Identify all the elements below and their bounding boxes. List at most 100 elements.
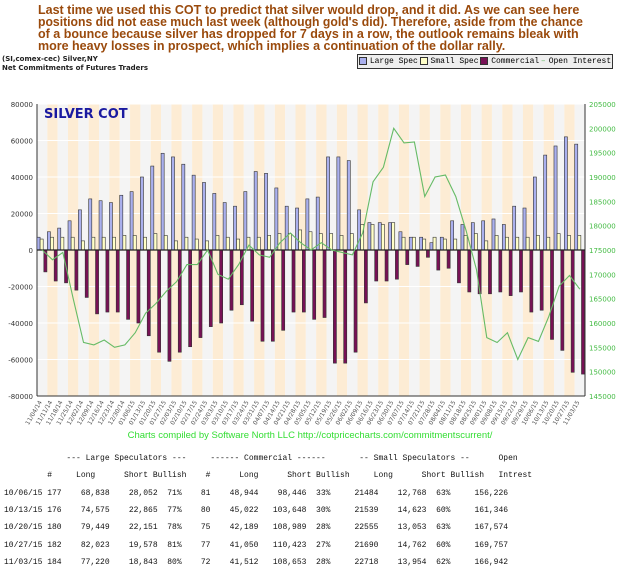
large-spec-bar [109,202,113,251]
commercial-bar [353,249,358,353]
y2-tick-label: 170000 [589,271,616,279]
large-spec-bar [522,207,527,251]
headline-line: Last time we used this COT to predict th… [38,3,580,17]
large-spec-bar [533,176,537,251]
large-spec-bar [191,174,196,251]
legend-large-spec: Large Spec [358,56,418,66]
large-spec-bar [119,194,124,251]
large-spec-bar [429,242,434,251]
commercial-bar [115,249,120,313]
small-spec-bar [267,235,271,251]
large-spec-bar [470,222,475,251]
small-spec-bar [70,236,75,251]
commercial-bar [436,249,441,271]
small-spec-bar [370,224,375,251]
chart-title: SILVER COT [44,107,128,122]
large-spec-bar [419,236,423,251]
y2-tick-label: 155000 [589,344,616,352]
large-spec-bar [501,224,506,251]
small-spec-bar [308,231,313,251]
commercial-bar [250,249,255,322]
small-spec-bar [525,236,530,251]
large-spec-bar [253,171,258,251]
large-spec-bar [150,165,155,251]
large-spec-bar [439,236,444,251]
small-spec-bar [536,235,540,251]
large-spec-bar [274,187,279,251]
small-spec-bar [339,235,344,251]
small-spec-bar [122,235,127,251]
small-spec-bar [298,229,302,251]
commercial-bar [281,249,286,331]
table-row: 11/03/15 184 77,220 18,843 80% 72 41,512… [4,558,509,568]
small-spec-bar [205,240,209,251]
y-tick-label: 80000 [11,101,33,109]
small-spec-bar [453,238,458,251]
small-spec-bar [443,238,447,251]
small-spec-bar [60,236,65,251]
small-spec-bar [329,233,334,251]
large-spec-bar [129,191,134,251]
y-tick-label: -20000 [8,284,33,292]
y2-tick-label: 175000 [589,247,616,255]
commercial-bar [229,249,234,311]
table-header: # Long Short Bullish # Long Short Bullis… [4,471,533,481]
chart-symbol: (SI,comex-cec) Silver,NY [2,55,98,63]
chart-subtitle: Net Commitments of Futures Traders [2,64,149,72]
large-spec-bar [553,145,558,251]
large-spec-bar [398,231,403,251]
small-spec-bar [391,222,396,251]
commercial-bar [53,249,58,282]
commercial-bar [219,249,223,324]
large-spec-bar [326,156,330,251]
commercial-bar [457,249,461,284]
small-spec-bar [381,224,385,251]
large-spec-bar [346,160,351,251]
large-spec-bar [88,198,93,251]
legend-open-interest: – Open Interest [540,57,612,66]
y2-tick-label: 150000 [589,369,616,377]
table-row: 10/13/15 176 74,575 22,865 77% 80 45,022… [4,505,509,515]
commercial-bar [343,249,348,364]
small-spec-bar [215,235,220,251]
commercial-bar [302,249,306,313]
y2-tick-label: 190000 [589,174,616,182]
commercial-bar [415,249,420,267]
legend-small-spec: Small Spec [419,56,479,66]
large-spec-bar [233,205,237,251]
small-spec-bar [349,233,354,251]
cot-chart: 800006000040000200000-20000-40000-60000-… [8,101,616,426]
small-spec-bar [132,235,137,251]
small-spec-bar [515,236,520,251]
commercial-bar [177,249,182,353]
headline-line: of a bounce because silver has dropped f… [38,27,579,41]
commercial-bar [446,249,451,269]
commercial-bar [374,249,379,282]
small-spec-bar [236,238,240,251]
commercial-bar [136,249,141,324]
y2-tick-label: 205000 [589,101,616,109]
large-spec-bar [315,196,320,251]
headline-commentary: Last time we used this COT to predict th… [38,3,583,53]
commercial-bar [126,249,130,320]
large-spec-bar [78,209,82,251]
y2-tick-label: 180000 [589,223,616,231]
small-spec-bar [112,236,116,251]
open-interest-line [41,127,581,361]
commercial-bar [270,249,275,342]
commercial-bar [74,249,79,291]
credit-link[interactable]: Charts compiled by Software North LLC ht… [127,430,493,441]
large-spec-bar [160,152,165,251]
small-spec-bar [494,235,499,251]
y-tick-label: 40000 [11,174,33,182]
commercial-bar [260,249,265,342]
large-spec-bar [47,231,51,251]
small-spec-bar [432,236,437,251]
commercial-bar [291,249,296,313]
large-spec-bar [202,182,206,251]
small-spec-bar [287,233,292,251]
large-spec-bar [460,224,465,251]
small-spec-bar [422,238,427,251]
large-spec-bar [222,202,227,251]
large-spec-bar [574,143,579,251]
